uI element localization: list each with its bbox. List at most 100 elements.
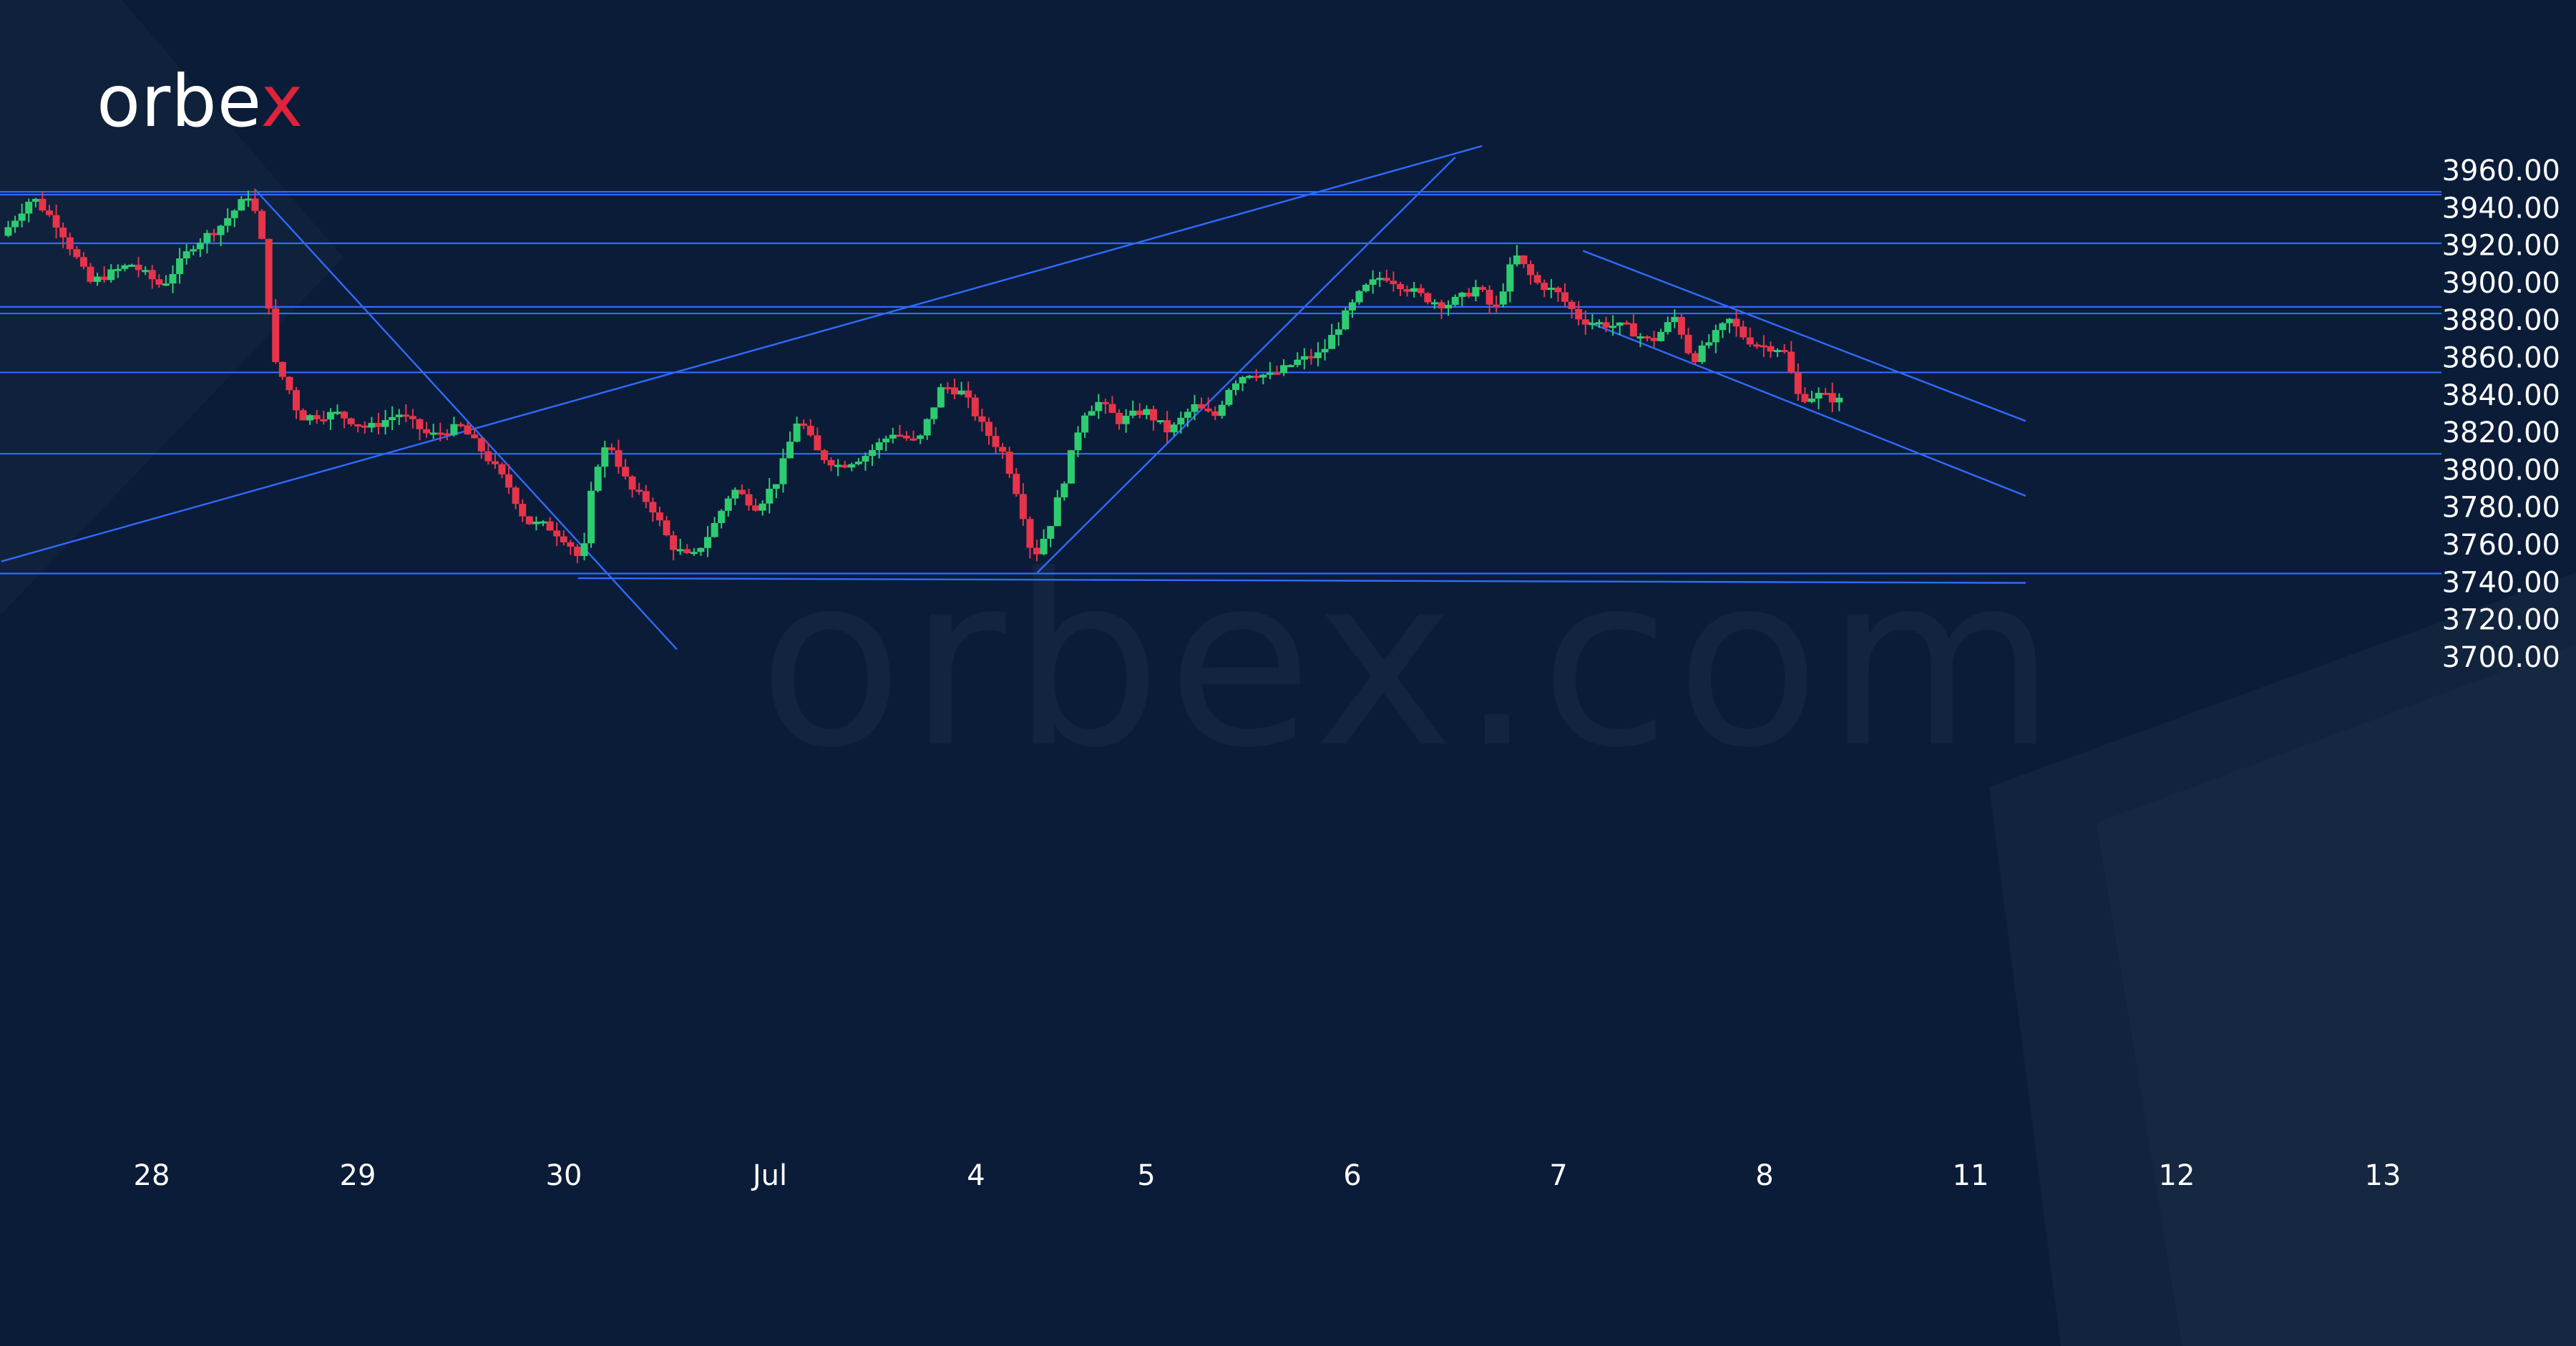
candle-body	[1382, 278, 1390, 281]
candle-body	[1581, 319, 1589, 325]
candles	[4, 188, 1843, 563]
candle-body	[1294, 359, 1302, 366]
candle-body	[704, 537, 712, 548]
candle-body	[320, 419, 328, 421]
y-tick-label: 3820.00	[2442, 416, 2560, 449]
candle-body	[690, 552, 698, 555]
candle-body	[772, 484, 780, 489]
candle-body	[258, 210, 266, 239]
candle-body	[341, 411, 348, 419]
candle-body	[649, 502, 657, 513]
candle-body	[1342, 310, 1350, 330]
x-tick-label: 8	[1755, 1159, 1773, 1192]
trend-line	[1036, 156, 1456, 574]
y-tick-label: 3880.00	[2442, 304, 2560, 337]
candle-body	[1520, 255, 1528, 265]
candle-body	[1177, 417, 1185, 425]
candle-body	[930, 407, 938, 419]
candle-body	[971, 397, 979, 416]
candle-body	[1321, 348, 1329, 353]
candle-body	[1465, 293, 1473, 297]
candle-body	[992, 436, 1000, 447]
candle-body	[217, 225, 225, 235]
candle-body	[389, 416, 396, 421]
candle-body	[1067, 450, 1075, 484]
candle-body	[532, 521, 540, 525]
candle-body	[1108, 404, 1116, 413]
candle-body	[587, 490, 595, 544]
candle-body	[1712, 330, 1719, 343]
candle-body	[1348, 302, 1356, 311]
candle-body	[1396, 284, 1404, 289]
candle-body	[834, 464, 842, 467]
candle-body	[1095, 401, 1103, 411]
candle-body	[1774, 350, 1782, 353]
candle-body	[683, 549, 691, 553]
candle-body	[1828, 393, 1836, 403]
candle-body	[142, 270, 150, 273]
y-tick-label: 3700.00	[2442, 641, 2560, 674]
trend-line	[577, 577, 2026, 584]
candle-body	[786, 442, 794, 459]
candle-body	[1760, 345, 1767, 348]
candle-body	[1300, 356, 1308, 360]
candle-body	[354, 424, 362, 426]
candle-body	[484, 451, 492, 462]
candle-body	[1698, 345, 1706, 362]
candle-body	[1499, 291, 1507, 305]
candle-body	[1554, 288, 1562, 293]
candle-body	[642, 491, 650, 502]
y-tick-label: 3960.00	[2442, 155, 2560, 187]
candle-body	[1170, 424, 1178, 433]
candle-body	[1376, 278, 1384, 281]
candle-body	[313, 415, 321, 419]
candle-body	[1822, 392, 1830, 395]
candle-body	[66, 237, 74, 250]
candle-body	[306, 415, 314, 421]
candle-body	[1204, 408, 1212, 411]
candle-body	[196, 243, 204, 250]
candle-body	[697, 547, 705, 552]
candle-body	[1644, 336, 1652, 339]
candle-body	[1047, 526, 1055, 539]
x-tick-label: 5	[1137, 1159, 1155, 1192]
candle-body	[423, 429, 431, 434]
candle-body	[450, 424, 458, 435]
candle-body	[820, 450, 828, 460]
candle-body	[457, 424, 465, 426]
y-tick-label: 3760.00	[2442, 529, 2560, 562]
x-tick-label: Jul	[751, 1159, 787, 1192]
candle-body	[594, 467, 602, 491]
candle-body	[224, 218, 232, 226]
candle-body	[1609, 326, 1617, 328]
candle-body	[361, 425, 369, 428]
candle-body	[1314, 352, 1322, 359]
candle-body	[1225, 389, 1233, 405]
candle-body	[560, 536, 567, 542]
y-tick-label: 3740.00	[2442, 566, 2560, 599]
candle-body	[1451, 296, 1459, 306]
candle-body	[1053, 497, 1061, 527]
x-tick-label: 30	[546, 1159, 582, 1192]
candle-body	[965, 390, 972, 398]
x-tick-label: 13	[2365, 1159, 2401, 1192]
candle-body	[107, 269, 115, 281]
candle-body	[1287, 365, 1294, 368]
candle-body	[1753, 344, 1761, 347]
candle-body	[525, 516, 533, 525]
candle-body	[848, 464, 856, 468]
y-tick-label: 3860.00	[2442, 342, 2560, 375]
candle-body	[1575, 308, 1583, 320]
candle-body	[766, 489, 774, 504]
candle-body	[1328, 334, 1336, 349]
candle-body	[718, 510, 726, 523]
orbex-logo: orbex	[97, 66, 304, 137]
candle-body	[1472, 287, 1480, 297]
x-tick-label: 28	[134, 1159, 170, 1192]
candle-body	[477, 438, 485, 452]
candle-body	[39, 198, 47, 211]
candle-body	[1033, 547, 1041, 555]
candle-body	[1335, 329, 1342, 335]
candle-body	[622, 467, 630, 477]
